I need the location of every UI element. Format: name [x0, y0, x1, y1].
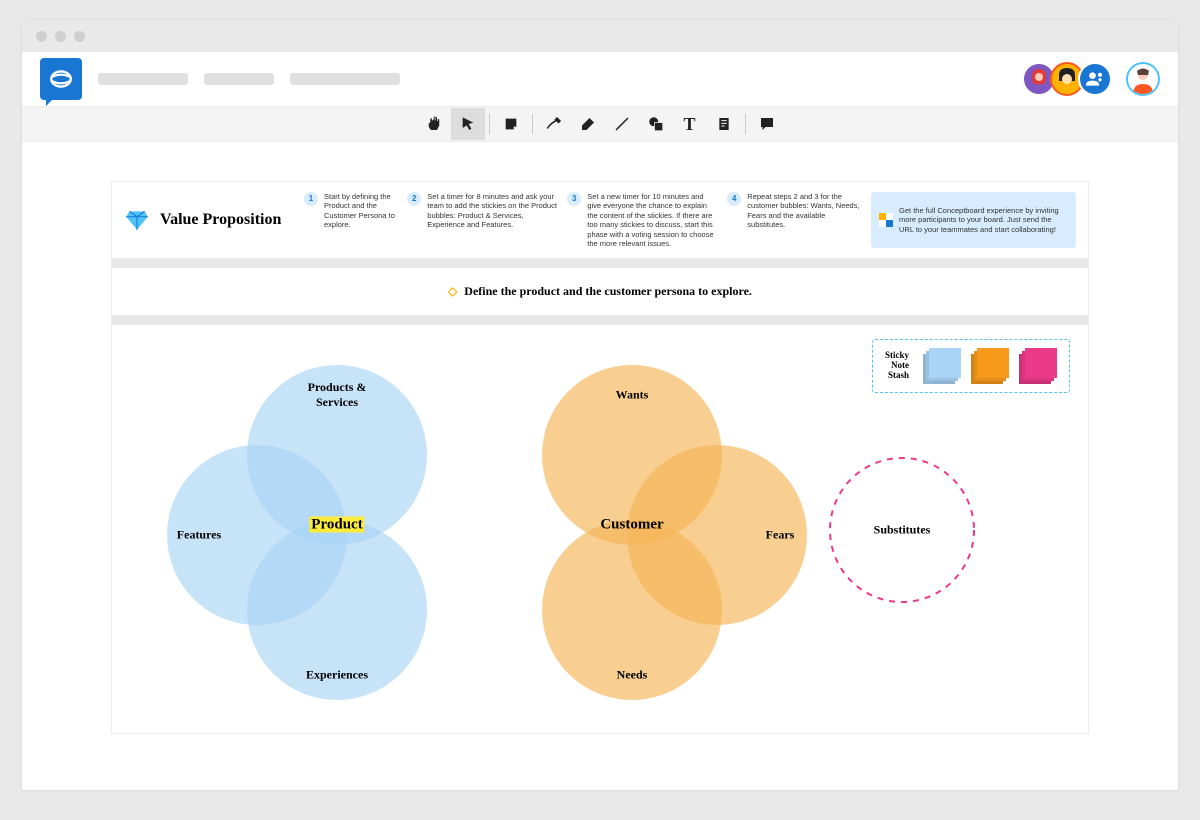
step-1: 1Start by defining the Product and the C… [304, 192, 397, 248]
app-header [22, 52, 1178, 106]
venn-label: Substitutes [874, 523, 931, 538]
breadcrumb[interactable] [98, 73, 188, 85]
shape-tool[interactable] [639, 108, 673, 140]
sticky-stash[interactable]: Sticky Note Stash [872, 339, 1070, 393]
gem-icon [124, 207, 150, 233]
logo-icon [48, 66, 74, 92]
canvas-area[interactable]: Value Proposition 1Start by defining the… [22, 142, 1178, 733]
pen-tool[interactable] [537, 108, 571, 140]
venn-diagram-canvas[interactable]: Sticky Note Stash Product Products &Servi… [112, 325, 1088, 733]
line-tool[interactable] [605, 108, 639, 140]
add-collaborator-button[interactable] [1078, 62, 1112, 96]
document-tool[interactable] [707, 108, 741, 140]
pan-tool[interactable] [417, 108, 451, 140]
template-header: Value Proposition 1Start by defining the… [112, 182, 1088, 258]
venn-label: Experiences [306, 668, 368, 683]
venn-label: Customer [600, 517, 663, 534]
current-user-avatar[interactable] [1126, 62, 1160, 96]
step-2: 2Set a timer for 8 minutes and ask your … [407, 192, 557, 248]
venn-label: Fears [766, 528, 795, 543]
app-logo[interactable] [40, 58, 82, 100]
instruction-bar: ◇ Define the product and the customer pe… [112, 258, 1088, 325]
select-tool[interactable] [451, 108, 485, 140]
venn-label: Needs [617, 668, 648, 683]
venn-label: Wants [616, 388, 649, 403]
window-dot [36, 31, 47, 42]
browser-frame: T Value Proposition 1Start by defining t… [22, 20, 1178, 790]
template-panel: Value Proposition 1Start by defining the… [112, 182, 1088, 733]
sticky-stack[interactable] [1019, 348, 1057, 384]
eraser-tool[interactable] [571, 108, 605, 140]
window-dot [55, 31, 66, 42]
breadcrumb[interactable] [290, 73, 400, 85]
step-3: 3Set a new timer for 10 minutes and give… [567, 192, 717, 248]
venn-label: Product [309, 517, 364, 534]
stash-label: Sticky Note Stash [885, 351, 909, 381]
window-dot [74, 31, 85, 42]
sticky-tool[interactable] [494, 108, 528, 140]
sticky-stack[interactable] [971, 348, 1009, 384]
venn-label: Features [177, 528, 221, 543]
diamond-bullet-icon: ◇ [448, 284, 457, 298]
step-4: 4Repeat steps 2 and 3 for the customer b… [727, 192, 861, 248]
breadcrumb[interactable] [204, 73, 274, 85]
promo-callout: Get the full Conceptboard experience by … [871, 192, 1076, 248]
venn-label: Products &Services [308, 380, 367, 410]
sticky-stack[interactable] [923, 348, 961, 384]
browser-titlebar [22, 20, 1178, 52]
collaborator-avatars [1028, 62, 1160, 96]
promo-icon [879, 213, 893, 227]
comment-tool[interactable] [750, 108, 784, 140]
template-title: Value Proposition [160, 211, 281, 229]
toolbar: T [22, 106, 1178, 142]
text-tool[interactable]: T [673, 108, 707, 140]
